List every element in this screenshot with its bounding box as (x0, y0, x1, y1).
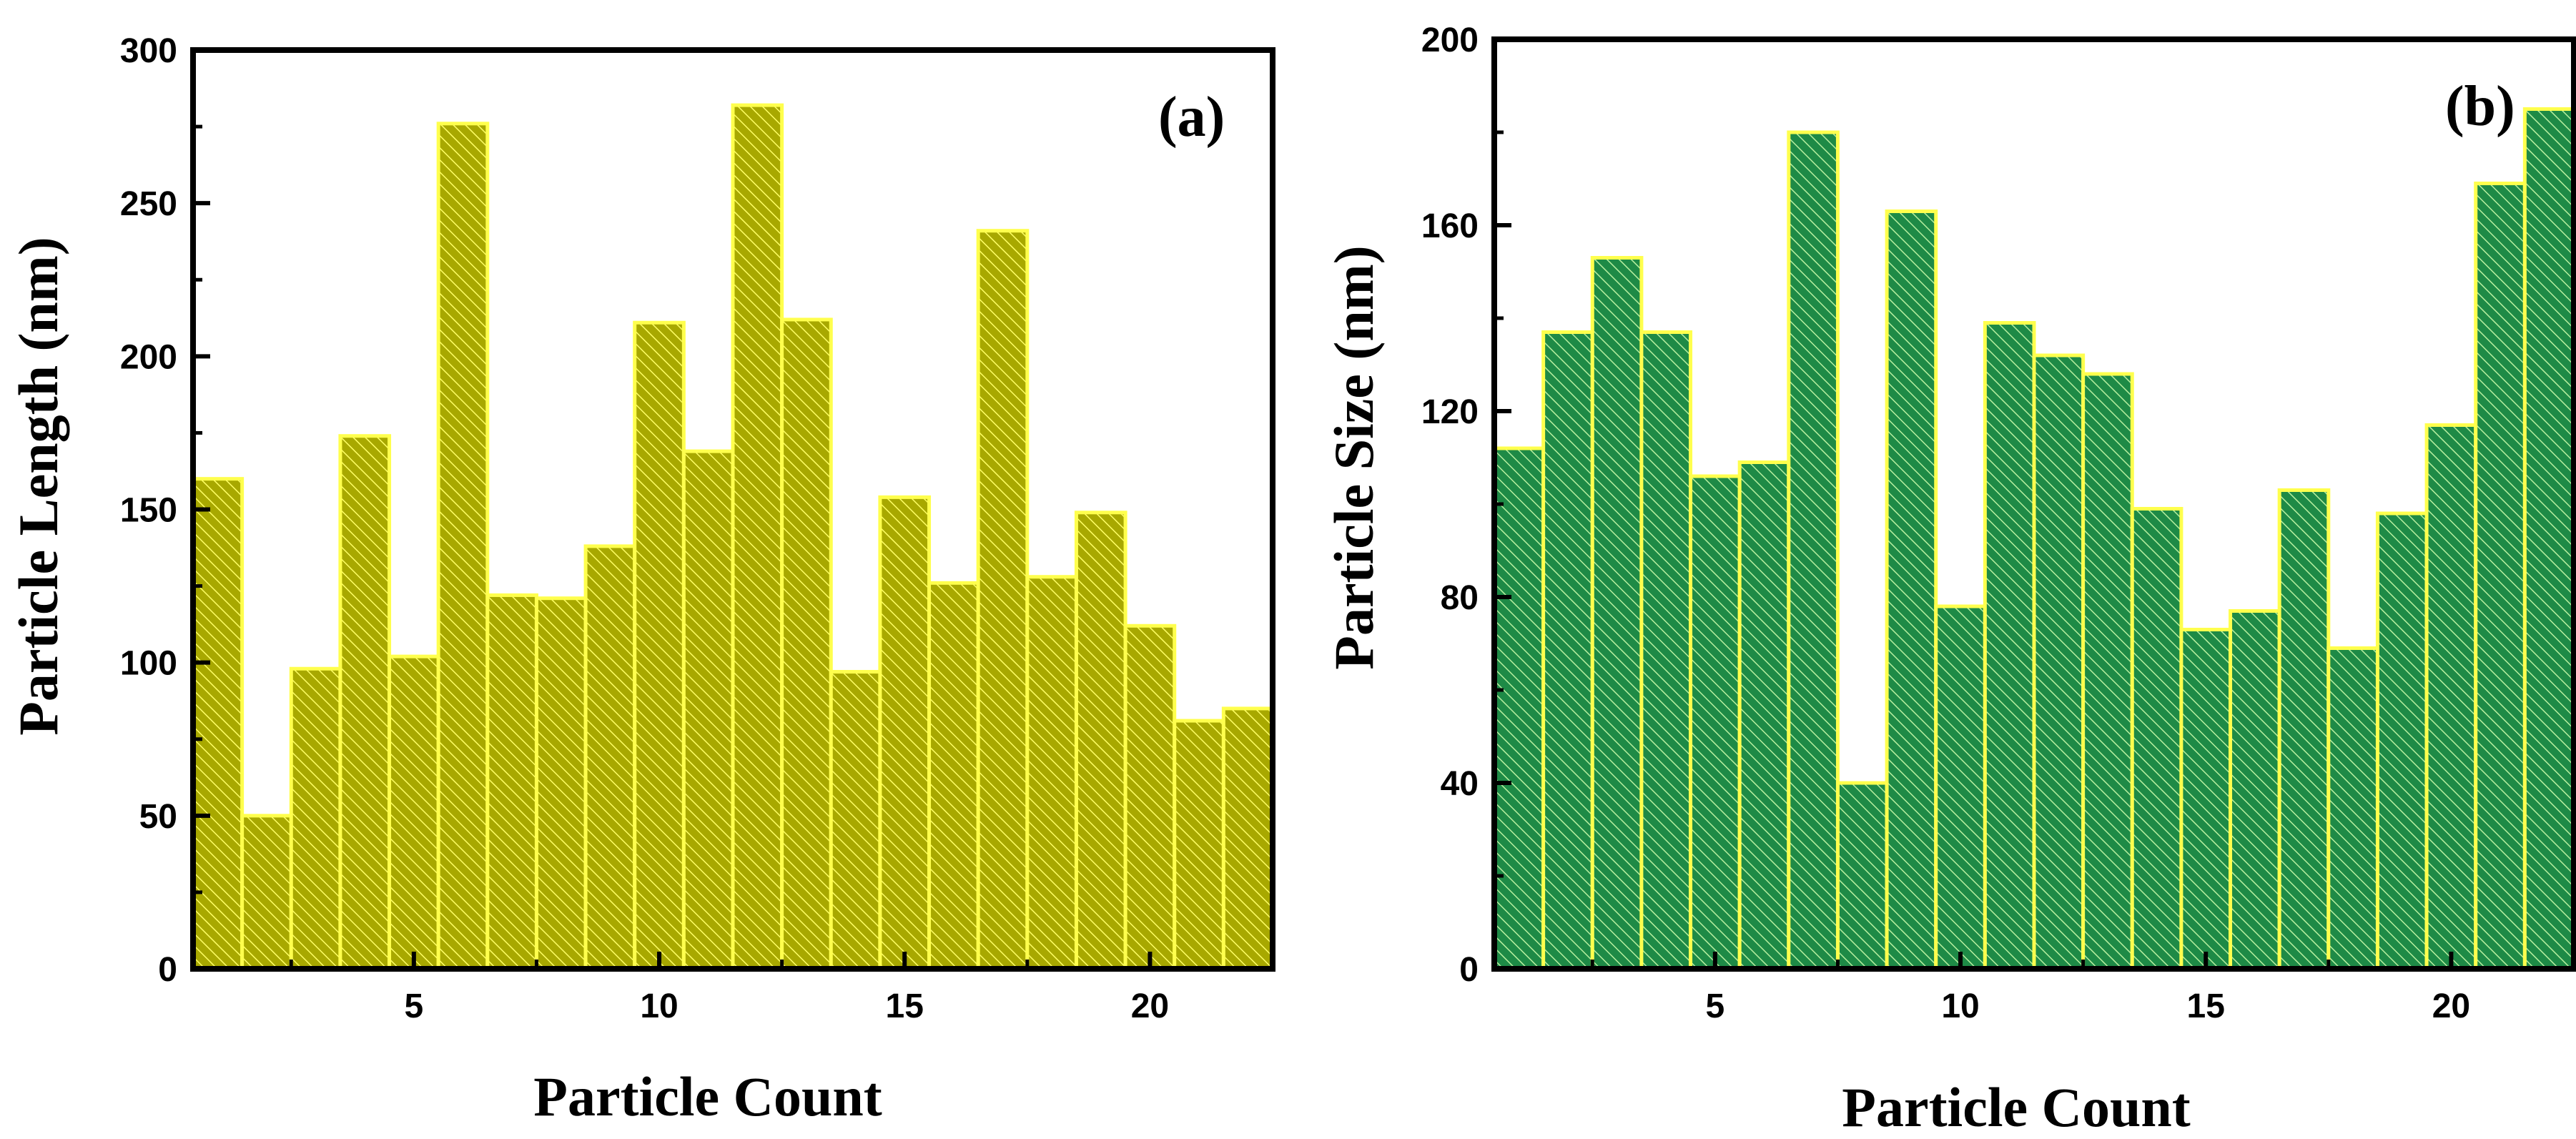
y-tick-label-b: 0 (1459, 951, 1479, 989)
x-tick-label-b: 20 (2432, 987, 2470, 1025)
bar-a-12 (731, 103, 784, 971)
y-axis-a: 0 50 100 150 200 250 300 (120, 32, 210, 989)
y-axis-title-a: Particle Length (nm) (7, 237, 69, 736)
y-tick-label-a: 100 (120, 645, 177, 683)
bar-series-a (191, 103, 1275, 971)
bar-b-5 (1689, 474, 1742, 971)
bar-a-6 (436, 122, 490, 971)
bar-b-21 (2474, 182, 2527, 971)
x-tick-label-b: 15 (2187, 987, 2225, 1025)
bar-a-16 (927, 581, 980, 971)
bar-b-18 (2326, 646, 2379, 971)
bar-b-15 (2179, 628, 2233, 971)
x-tick-label-a: 15 (886, 987, 924, 1025)
bar-a-1 (191, 477, 245, 971)
y-tick-label-a: 50 (139, 798, 177, 836)
x-tick-label-b: 10 (1941, 987, 1979, 1025)
bar-a-18 (1025, 575, 1078, 971)
y-tick-label-a: 300 (120, 32, 177, 70)
bar-a-15 (878, 495, 932, 971)
bar-a-20 (1123, 623, 1177, 971)
y-axis-title-b: Particle Size (nm) (1323, 245, 1385, 669)
x-tick-label-a: 5 (405, 987, 424, 1025)
bar-a-22 (1221, 706, 1275, 971)
bar-a-2 (240, 814, 293, 971)
bar-a-3 (289, 666, 342, 971)
bar-a-13 (780, 317, 833, 971)
bar-b-22 (2522, 107, 2576, 971)
bar-b-14 (2130, 507, 2183, 971)
panel-label-b: (b) (2445, 75, 2515, 138)
x-tick-label-a: 20 (1131, 987, 1169, 1025)
bar-b-11 (1983, 321, 2036, 971)
bar-a-11 (681, 449, 735, 971)
chart-panel-b: 0 40 80 120 160 200 5 10 15 20 (b) Particle Coun… (1323, 21, 2576, 1138)
y-tick-label-b: 40 (1441, 765, 1479, 803)
bar-b-4 (1639, 330, 1693, 971)
bar-series-b (1492, 107, 2576, 971)
bar-b-16 (2229, 609, 2281, 971)
bar-b-2 (1541, 330, 1594, 971)
bar-b-17 (2277, 488, 2331, 971)
x-axis-title-a: Particle Count (533, 1065, 882, 1128)
bar-b-13 (2081, 372, 2134, 971)
bar-b-9 (1885, 209, 1938, 971)
bar-a-9 (583, 544, 637, 971)
x-axis-b: 5 10 15 20 (1590, 952, 2470, 1025)
bar-b-8 (1835, 781, 1889, 971)
bar-b-1 (1492, 446, 1546, 971)
bar-a-21 (1173, 719, 1225, 971)
bar-a-4 (338, 434, 392, 971)
bar-b-10 (1934, 604, 1987, 971)
bar-a-8 (534, 596, 588, 971)
x-tick-label-a: 10 (640, 987, 678, 1025)
y-tick-label-b: 200 (1421, 21, 1479, 59)
bar-b-19 (2375, 511, 2429, 971)
x-axis-title-b: Particle Count (1842, 1076, 2190, 1138)
bar-b-20 (2424, 423, 2478, 971)
y-tick-label-b: 120 (1421, 393, 1479, 431)
panel-label-a: (a) (1158, 86, 1225, 149)
y-tick-label-a: 200 (120, 338, 177, 376)
bar-b-3 (1590, 256, 1644, 971)
chart-panel-a: 0 50 100 150 200 250 300 5 10 15 20 (a) Particle … (7, 32, 1275, 1128)
x-tick-label-b: 5 (1706, 987, 1725, 1025)
bar-b-6 (1737, 460, 1791, 971)
bar-a-14 (829, 670, 882, 971)
y-tick-label-a: 250 (120, 185, 177, 223)
y-tick-label-a: 0 (158, 951, 177, 989)
y-tick-label-a: 150 (120, 492, 177, 530)
bar-a-19 (1074, 511, 1127, 971)
bar-a-5 (388, 654, 440, 971)
bar-b-7 (1787, 130, 1840, 971)
y-tick-label-b: 160 (1421, 207, 1479, 245)
bar-a-10 (633, 320, 686, 971)
bar-a-7 (485, 593, 538, 971)
bar-b-12 (2032, 353, 2086, 971)
y-axis-b: 0 40 80 120 160 200 (1421, 21, 1511, 989)
x-axis-a: 5 10 15 20 (289, 952, 1169, 1025)
y-tick-label-b: 80 (1441, 579, 1479, 617)
bar-a-17 (976, 229, 1030, 971)
